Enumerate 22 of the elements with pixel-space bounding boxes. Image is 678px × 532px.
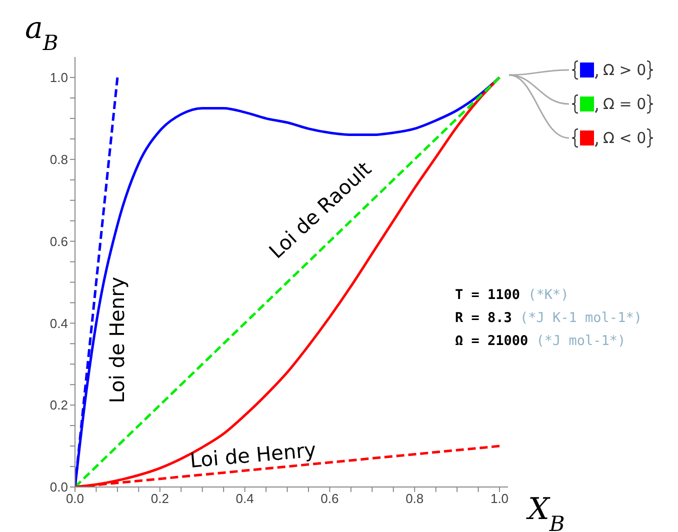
y-tick-label: 0.6 (50, 234, 68, 249)
annotation: Loi de Henry (189, 438, 317, 472)
annotation: Loi de Henry (105, 276, 129, 404)
y-tick-label: 0.2 (50, 398, 68, 413)
x-axis-title: X$_{B}$ (526, 492, 565, 532)
y-axis-title: a$_{B}$ (25, 11, 58, 55)
annotation: R = 8.3 (*J K-1 mol-1*) (455, 310, 642, 326)
y-tick-label: 1.0 (50, 70, 68, 86)
x-tick-label: 0.2 (150, 491, 169, 506)
y-tick-label: 0.0 (50, 480, 68, 495)
y-tick-label: 0.4 (50, 316, 68, 331)
text: Ω > 0 (603, 61, 646, 79)
annotation: Ω = 21000 (*J mol-1*) (455, 333, 626, 349)
y-tick-label: 0.8 (50, 152, 68, 167)
x-tick-label: 0.6 (320, 491, 339, 506)
x-tick-label: 1.0 (490, 491, 509, 506)
text: Ω = 0 (603, 95, 646, 113)
text: Ω < 0 (603, 129, 646, 147)
annotation: T = 1100 (*K*) (455, 287, 569, 303)
x-tick-label: 0.8 (406, 491, 424, 506)
x-tick-label: 0.0 (66, 491, 84, 506)
x-tick-label: 0.4 (236, 491, 254, 506)
